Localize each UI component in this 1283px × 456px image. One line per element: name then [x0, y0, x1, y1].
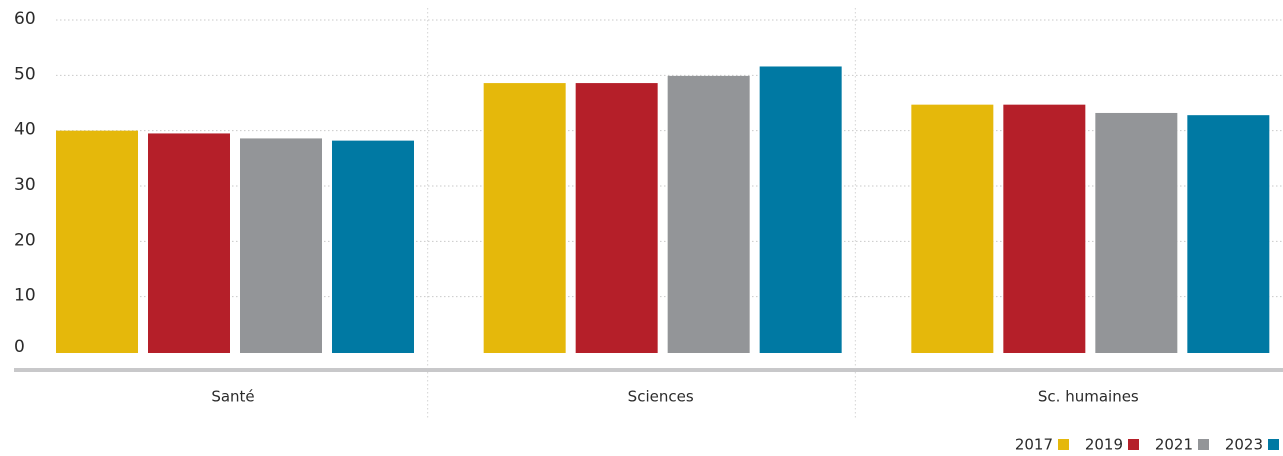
bar-2021-1 [667, 75, 750, 354]
axis-layer: 0 10 20 30 40 50 60 Santé Sciences Sc. humaines [14, 9, 1283, 406]
legend-swatch-2019 [1128, 439, 1139, 450]
bar-2017-2 [911, 104, 994, 353]
y-tick-label: 40 [14, 120, 36, 140]
bar-2023-0 [332, 140, 414, 353]
legend-swatch-2021 [1198, 439, 1209, 450]
y-tick-label: 10 [14, 286, 36, 306]
bars-layer [56, 66, 1270, 354]
bar-2017-0 [56, 130, 138, 353]
legend-swatch-2023 [1268, 439, 1279, 450]
bar-2019-0 [148, 133, 230, 353]
bar-2021-0 [240, 138, 322, 353]
bar-2019-1 [575, 83, 658, 353]
legend-label-2017: 2017 [1015, 436, 1053, 454]
legend: 2023 2021 2019 2017 [1015, 436, 1279, 454]
y-tick-label: 50 [14, 64, 36, 84]
bar-2023-1 [759, 66, 842, 353]
legend-label-2023: 2023 [1225, 436, 1263, 454]
x-category-label: Santé [211, 388, 254, 406]
bar-2019-2 [1003, 104, 1086, 353]
bar-2021-2 [1095, 112, 1178, 354]
x-category-label: Sciences [628, 388, 694, 406]
legend-label-2019: 2019 [1085, 436, 1123, 454]
y-tick-label: 30 [14, 175, 36, 195]
y-tick-label: 20 [14, 230, 36, 250]
x-axis-baseline [14, 368, 1283, 372]
bar-2023-2 [1187, 115, 1270, 353]
legend-label-2021: 2021 [1155, 436, 1193, 454]
bar-2017-1 [483, 83, 566, 353]
y-tick-label: 0 [14, 337, 25, 357]
x-category-label: Sc. humaines [1038, 388, 1139, 406]
legend-swatch-2017 [1058, 439, 1069, 450]
y-tick-label: 60 [14, 9, 36, 29]
